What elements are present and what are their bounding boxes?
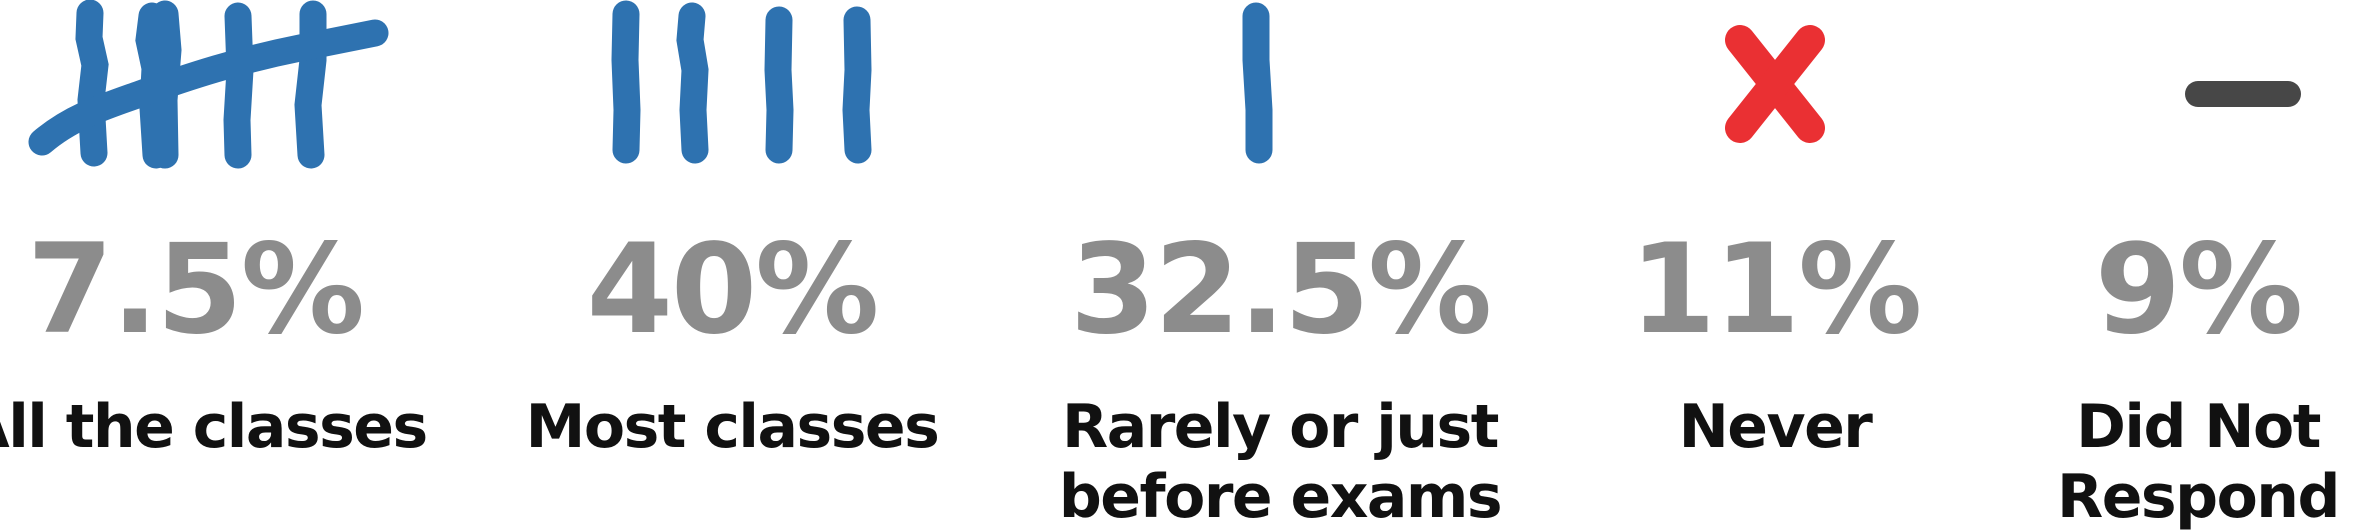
value-all-classes: 7.5% [27, 218, 365, 362]
tally-crossbar [28, 19, 389, 156]
tally-mark [1242, 2, 1273, 164]
tally-mark [611, 0, 641, 164]
tally-mark [676, 2, 709, 164]
tally-mark [842, 6, 872, 164]
label-line: Respond [2057, 462, 2340, 532]
label-all-classes: All the classes [0, 392, 475, 462]
value-did-not-respond: 9% [2094, 218, 2304, 362]
tally-mark [764, 6, 794, 164]
label-line: Most classes [525, 392, 940, 462]
tally-mark [75, 0, 109, 167]
item-rarely: 32.5% Rarely or just before exams [1000, 0, 1560, 532]
tally-mark [223, 2, 254, 169]
item-did-not-respond: 9% Did Not Respond [2030, 0, 2366, 532]
red-x-icon [1725, 25, 1825, 143]
tally-five-icon [28, 0, 389, 169]
value-most-classes: 40% [586, 218, 880, 362]
dash-icon [2185, 81, 2301, 107]
tally-four-icon [611, 0, 872, 164]
label-did-not-respond: Did Not Respond [1960, 392, 2366, 532]
value-rarely: 32.5% [1069, 218, 1492, 362]
label-line: Did Not [2076, 392, 2321, 462]
label-line: All the classes [0, 392, 428, 462]
label-line: Rarely or just [1062, 392, 1499, 462]
label-rarely: Rarely or just before exams [1000, 392, 1560, 532]
tally-one-icon [1242, 2, 1273, 164]
x-stroke [1725, 25, 1825, 143]
label-line: Never [1678, 392, 1873, 462]
value-never: 11% [1629, 218, 1923, 362]
label-never: Never [1495, 392, 2055, 462]
item-never: 11% Never [1610, 0, 1970, 527]
label-most-classes: Most classes [452, 392, 1012, 462]
item-all-classes: 7.5% All the classes [0, 0, 428, 527]
label-line: before exams [1058, 462, 1503, 532]
item-most-classes: 40% Most classes [480, 0, 940, 527]
